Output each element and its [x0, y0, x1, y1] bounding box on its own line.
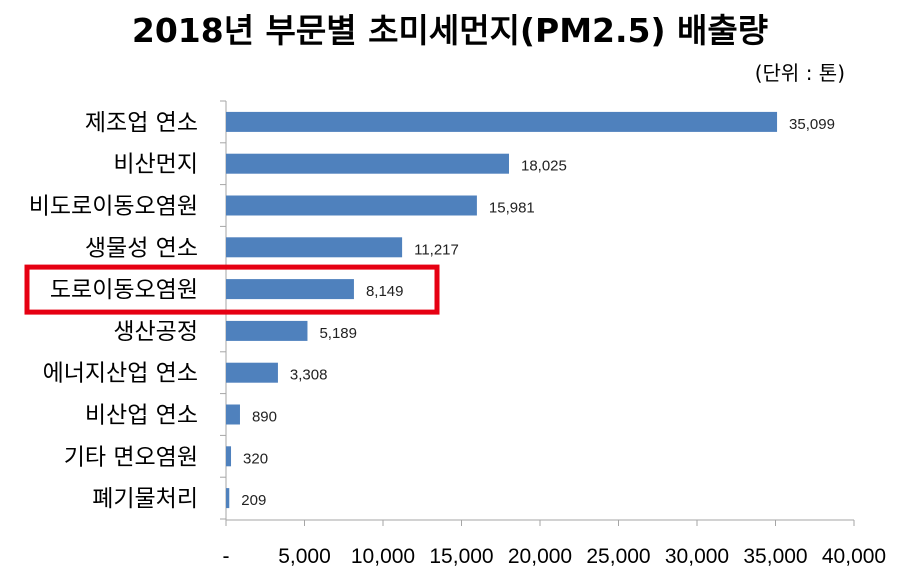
- data-label: 11,217: [414, 241, 459, 258]
- data-label: 35,099: [789, 116, 835, 133]
- x-tick-label: -: [223, 545, 230, 568]
- data-label: 5,189: [319, 325, 357, 342]
- chart-title: 2018년 부문별 초미세먼지(PM2.5) 배출량: [132, 11, 768, 50]
- category-label: 비산업 연소: [85, 403, 198, 429]
- data-label: 320: [243, 450, 268, 467]
- data-label: 15,981: [489, 200, 535, 217]
- x-tick-label: 15,000: [429, 545, 493, 568]
- x-tick-label: 35,000: [743, 545, 807, 568]
- bar: [226, 279, 354, 300]
- unit-note: (단위 : 톤): [755, 61, 845, 85]
- bar: [226, 362, 278, 383]
- plot-area: - 5,000 10,000 15,000 20,000 25,000 30,000 35,0…: [24, 100, 886, 568]
- category-label: 비산먼지: [113, 152, 198, 178]
- bar: [226, 195, 477, 216]
- bar: [226, 237, 403, 258]
- highlight-box: [24, 264, 440, 315]
- data-label: 8,149: [366, 283, 404, 300]
- category-label: 제조업 연소: [85, 110, 198, 136]
- x-tick-label: 30,000: [665, 545, 729, 568]
- bar: [226, 446, 232, 467]
- category-label: 생물성 연소: [85, 235, 198, 261]
- data-label: 890: [252, 409, 277, 426]
- category-label: 폐기물처리: [92, 486, 198, 512]
- x-tick-label: 20,000: [508, 545, 572, 568]
- bar: [226, 153, 509, 174]
- bar: [226, 488, 230, 509]
- data-label: 3,308: [290, 367, 328, 384]
- category-label: 비도로이동오염원: [29, 194, 198, 220]
- data-label: 18,025: [521, 158, 567, 175]
- category-label: 생산공정: [113, 319, 198, 345]
- category-label: 도로이동오염원: [50, 277, 198, 303]
- x-tick-label: 5,000: [278, 545, 331, 568]
- category-label: 에너지산업 연소: [43, 361, 198, 387]
- category-label: 기타 면오염원: [64, 444, 198, 470]
- x-tick-label: 10,000: [351, 545, 415, 568]
- x-tick-label: 40,000: [822, 545, 886, 568]
- bar: [226, 404, 240, 425]
- data-label: 209: [241, 492, 266, 509]
- bar: [226, 320, 308, 341]
- x-tick-label: 25,000: [586, 545, 650, 568]
- bar: [226, 111, 778, 132]
